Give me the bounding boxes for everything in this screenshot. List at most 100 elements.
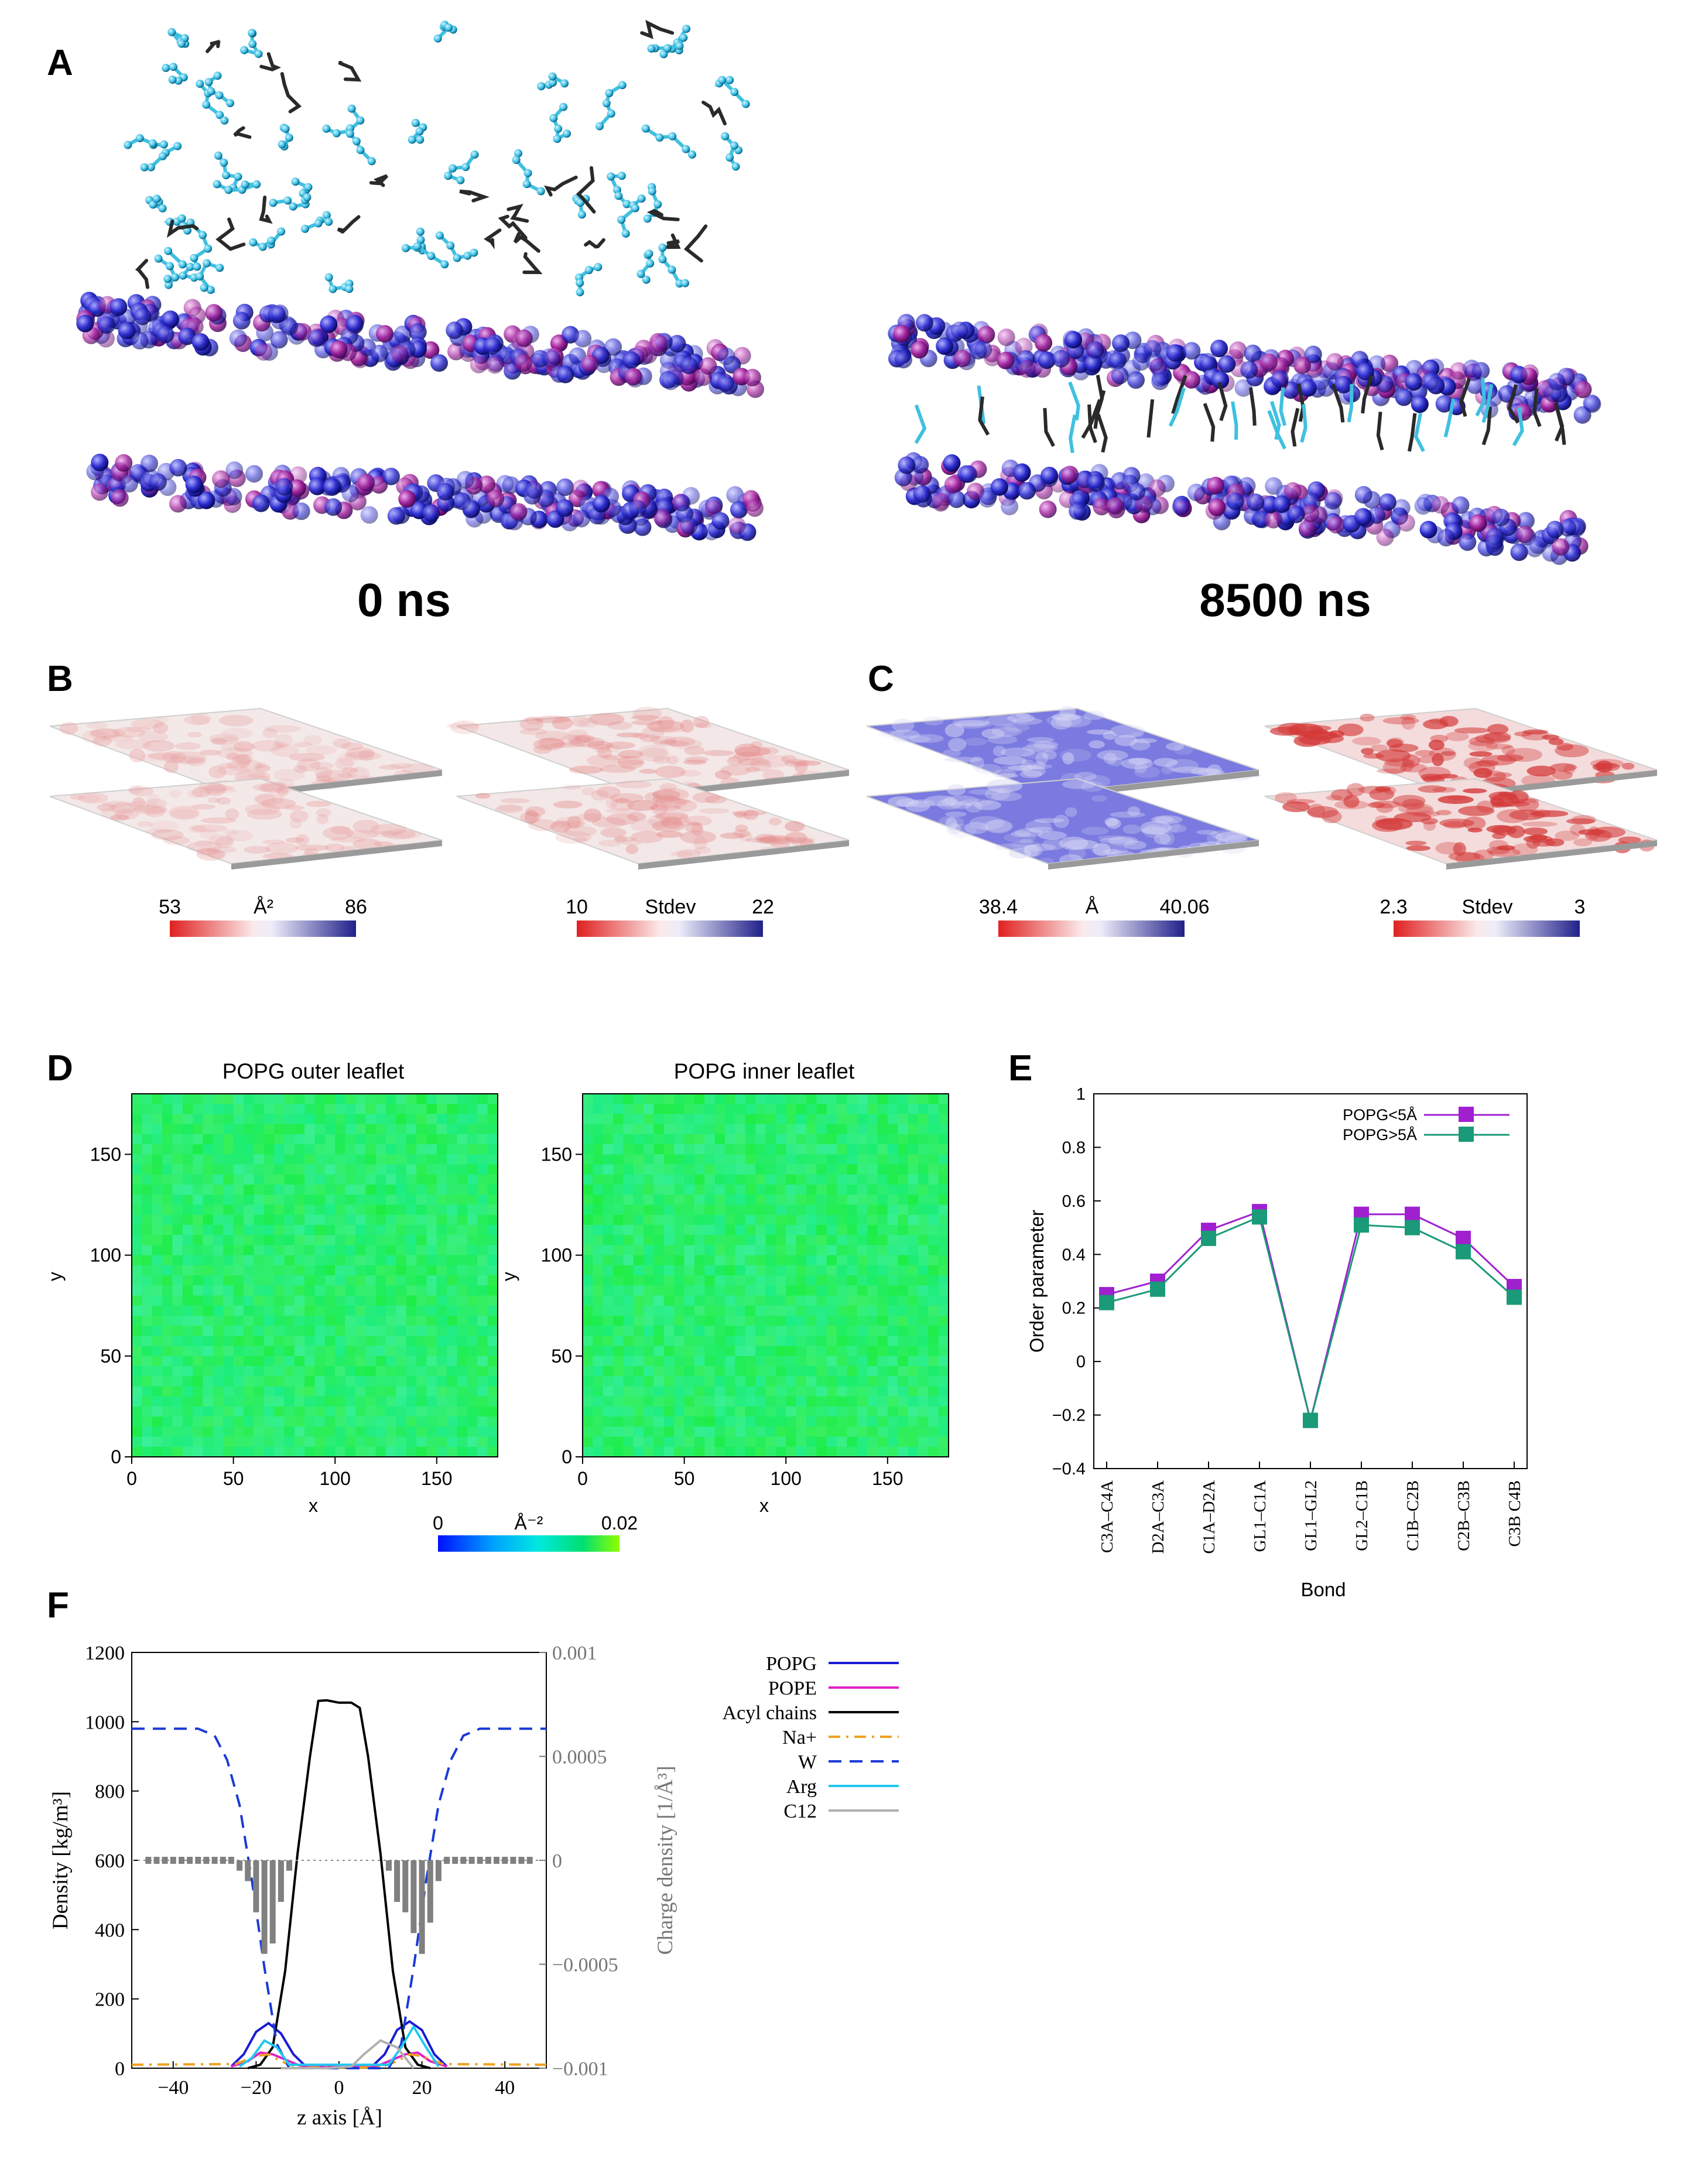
- heatmap-cell: [182, 1366, 193, 1377]
- heatmap-cell: [674, 1204, 685, 1216]
- lipopeptide-bead: [324, 273, 333, 282]
- lipopeptide-chain: [484, 228, 502, 249]
- heatmap-cell: [653, 1366, 665, 1377]
- heatmap-cell: [324, 1104, 336, 1115]
- heatmap-cell: [593, 1164, 604, 1175]
- heatmap-cell: [583, 1235, 593, 1245]
- heatmap-cell: [233, 1346, 244, 1357]
- heatmap-cell: [684, 1114, 695, 1125]
- heatmap-cell: [233, 1204, 244, 1216]
- heatmap-cell: [887, 1386, 898, 1397]
- heatmap-cell: [806, 1104, 817, 1115]
- heatmap-cell: [324, 1406, 336, 1417]
- heatmap-cell: [847, 1204, 858, 1216]
- heatmap-cell: [203, 1144, 214, 1155]
- heatmap-cell: [593, 1134, 604, 1145]
- heatmap-cell: [786, 1214, 797, 1226]
- area-per-lipid-spot: [82, 794, 100, 803]
- heatmap-cell: [233, 1356, 244, 1367]
- heatmap-cell: [406, 1094, 417, 1104]
- heatmap-cell: [735, 1204, 746, 1216]
- heatmap-cell: [162, 1255, 173, 1266]
- area-stdev-spot: [552, 717, 573, 730]
- heatmap-cell: [396, 1376, 407, 1387]
- heatmap-cell: [806, 1195, 817, 1206]
- area-per-lipid-spot: [225, 808, 239, 820]
- heatmap-cell: [193, 1295, 204, 1306]
- lipid-headgroup: [91, 453, 109, 471]
- area-stdev-spot: [781, 755, 797, 763]
- heatmap-cell: [172, 1104, 183, 1115]
- thickness-spot: [889, 730, 920, 740]
- area-stdev-spot: [525, 716, 543, 725]
- heatmap-cell: [826, 1214, 837, 1226]
- heatmap-cell: [653, 1426, 665, 1438]
- area-per-lipid-spot: [187, 732, 203, 738]
- heatmap-cell: [653, 1285, 665, 1296]
- heatmap-cell: [406, 1285, 417, 1296]
- heatmap-cell: [233, 1134, 244, 1145]
- heatmap-cell: [203, 1195, 214, 1206]
- heatmap-cell: [386, 1185, 396, 1195]
- heatmap-cell: [714, 1144, 725, 1155]
- heatmap-cell: [775, 1195, 786, 1206]
- heatmap-cell: [887, 1195, 898, 1206]
- area-per-lipid-spot: [169, 789, 182, 798]
- lipopeptide-bead: [470, 150, 479, 159]
- heatmap-cell: [335, 1366, 346, 1377]
- heatmap-cell: [583, 1144, 593, 1155]
- lipopeptide-bead: [433, 34, 442, 43]
- heatmap-cell: [294, 1104, 305, 1115]
- heatmap-cell: [725, 1104, 736, 1115]
- heatmap-cell: [254, 1376, 265, 1387]
- heatmap-cell: [304, 1114, 316, 1125]
- heatmap-cell: [274, 1275, 285, 1286]
- heatmap-cell: [447, 1185, 458, 1195]
- heatmap-cell: [755, 1104, 766, 1115]
- heatmap-cell: [623, 1174, 634, 1185]
- area-stdev-spot: [581, 787, 595, 795]
- heatmap-cell: [233, 1426, 244, 1438]
- heatmap-cell: [203, 1204, 214, 1216]
- charge-bar: [435, 1860, 441, 1881]
- area-per-lipid-spot: [341, 742, 364, 751]
- heatmap-cell: [775, 1396, 786, 1407]
- thickness-stdev-spot: [1523, 827, 1548, 836]
- heatmap-cell: [142, 1204, 153, 1216]
- heatmap-cell: [826, 1134, 837, 1145]
- heatmap-cell: [233, 1416, 244, 1427]
- heatmap-cell: [663, 1326, 675, 1336]
- heatmap-cell: [345, 1396, 356, 1407]
- lipid-headgroup: [91, 483, 109, 501]
- heatmap-cell: [663, 1416, 675, 1427]
- lipopeptide-chain: [544, 175, 578, 197]
- heatmap-cell: [918, 1174, 929, 1185]
- heatmap-cell: [162, 1436, 173, 1447]
- heatmap-cell: [324, 1436, 336, 1447]
- area-stdev-spot: [731, 810, 766, 816]
- heatmap-cell: [426, 1366, 437, 1377]
- thickness-stdev-spot: [1307, 803, 1326, 818]
- order-xtick-label: GL2–C1B: [1353, 1480, 1371, 1551]
- heatmap-cell: [613, 1285, 624, 1296]
- lipopeptide-bead: [241, 180, 249, 189]
- heatmap-cell: [674, 1396, 685, 1407]
- colorbar-density-unit: Å⁻²: [515, 1512, 543, 1534]
- heatmap-cell: [704, 1315, 716, 1326]
- thickness-stdev-spot: [1269, 726, 1302, 736]
- heatmap-cell: [653, 1154, 665, 1165]
- heatmap-cell: [928, 1144, 939, 1155]
- heatmap-cell: [304, 1144, 316, 1155]
- heatmap-cell: [908, 1315, 919, 1326]
- heatmap-cell: [396, 1305, 407, 1316]
- lipid-headgroup: [205, 304, 223, 322]
- area-stdev-spot: [594, 744, 611, 753]
- lipid-headgroup: [915, 314, 933, 332]
- heatmap-cell: [132, 1416, 142, 1427]
- heatmap-cell: [847, 1446, 858, 1457]
- heatmap-cell: [457, 1195, 468, 1206]
- lipid-headgroup: [376, 325, 394, 343]
- heatmap-cell: [213, 1436, 224, 1447]
- heatmap-cell: [365, 1204, 376, 1216]
- density-legend-label: POPE: [768, 1678, 817, 1699]
